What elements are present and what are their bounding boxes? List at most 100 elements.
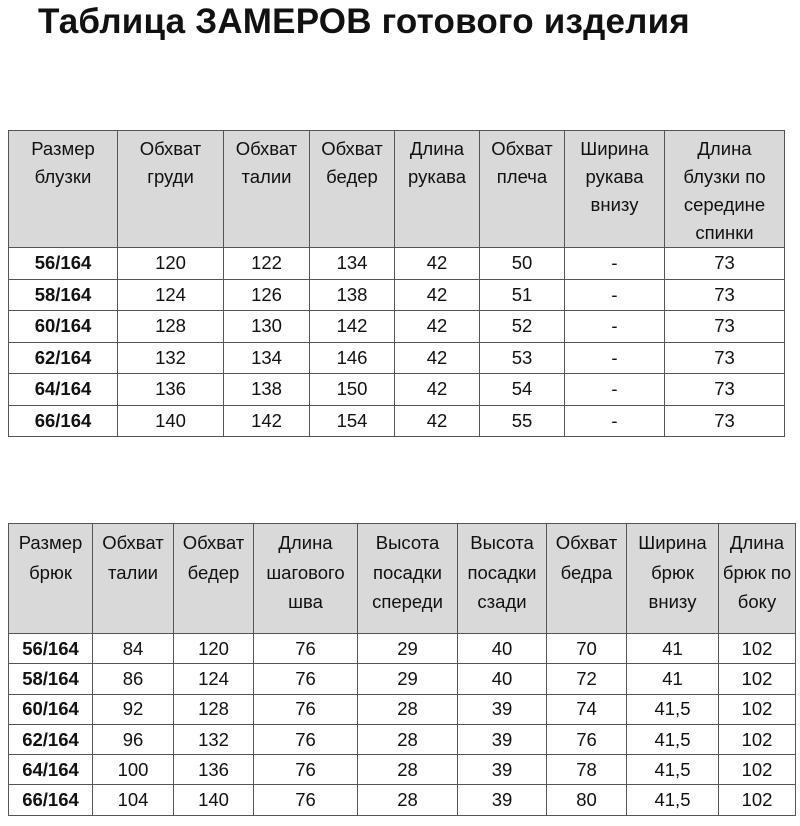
measurement-cell: 42 xyxy=(394,404,480,437)
measurement-cell: 54 xyxy=(479,373,565,406)
measurement-cell: 73 xyxy=(664,247,785,280)
size-cell: 56/164 xyxy=(8,247,118,280)
measurement-cell: 76 xyxy=(253,663,358,695)
table-row: 58/164 124 126 138 42 51-73 xyxy=(8,278,785,311)
measurement-cell: - xyxy=(564,341,665,374)
measurement-cell: 52 xyxy=(479,310,565,343)
table-row: 60/164 128 130 142 42 52-73 xyxy=(8,310,785,343)
size-cell: 64/164 xyxy=(8,373,118,406)
pants-measurements-table: Размер брюк Обхват талии Обхват бедер Длина… xyxy=(8,523,796,816)
measurement-cell: 102 xyxy=(718,693,796,725)
measurement-cell: 76 xyxy=(253,754,358,786)
column-header: Длина блузки по середине спинки xyxy=(664,130,785,248)
measurement-cell: 39 xyxy=(457,754,547,786)
measurement-cell: 128 xyxy=(173,693,254,725)
measurement-cell: 39 xyxy=(457,723,547,756)
column-header: Размер блузки xyxy=(8,130,118,248)
measurement-cell: 126 xyxy=(223,278,310,311)
table-row: 64/164 100 136 76 28 39 78 41,5 102 xyxy=(8,754,796,786)
measurement-cell: 28 xyxy=(357,693,458,725)
measurement-cell: 73 xyxy=(664,373,785,406)
table-row: 62/164 132 134 146 42 53-73 xyxy=(8,341,785,374)
column-header: Высота посадки сзади xyxy=(457,523,547,634)
measurement-cell: - xyxy=(564,278,665,311)
measurement-cell: 73 xyxy=(664,310,785,343)
measurement-cell: 55 xyxy=(479,404,565,437)
measurement-cell: 28 xyxy=(357,754,458,786)
measurement-cell: 76 xyxy=(253,784,358,816)
measurement-cell: 146 xyxy=(309,341,395,374)
table-row: 58/164 86 124 76 29 40 72 41 102 xyxy=(8,663,796,695)
measurement-cell: 41,5 xyxy=(626,693,719,725)
measurement-cell: 40 xyxy=(457,632,547,665)
table-header-row: Размер брюк Обхват талии Обхват бедер Длина… xyxy=(8,523,796,634)
measurement-cell: 41 xyxy=(626,632,719,665)
measurement-cell: 128 xyxy=(117,310,224,343)
measurement-cell: 134 xyxy=(309,247,395,280)
measurement-cell: 104 xyxy=(92,784,174,816)
measurement-cell: 124 xyxy=(173,663,254,695)
measurement-cell: - xyxy=(564,310,665,343)
measurement-cell: 41,5 xyxy=(626,723,719,756)
measurement-cell: 29 xyxy=(357,632,458,665)
column-header: Длина рукава xyxy=(394,130,480,248)
size-cell: 60/164 xyxy=(8,693,93,725)
measurement-cell: 102 xyxy=(718,663,796,695)
table-row: 62/164 96 132 76 28 39 76 41,5 102 xyxy=(8,723,796,756)
measurement-cell: 76 xyxy=(253,723,358,756)
measurement-cell: 154 xyxy=(309,404,395,437)
measurement-cell: 136 xyxy=(117,373,224,406)
measurement-cell: 96 xyxy=(92,723,174,756)
measurement-cell: 76 xyxy=(253,693,358,725)
measurement-cell: 42 xyxy=(394,373,480,406)
measurement-cell: 29 xyxy=(357,663,458,695)
measurement-cell: 53 xyxy=(479,341,565,374)
column-header: Обхват груди xyxy=(117,130,224,248)
measurement-cell: 41,5 xyxy=(626,754,719,786)
column-header: Обхват талии xyxy=(92,523,174,634)
measurement-cell: 78 xyxy=(546,754,627,786)
column-header: Высота посадки спереди xyxy=(357,523,458,634)
measurement-cell: 140 xyxy=(173,784,254,816)
column-header: Длина шагового шва xyxy=(253,523,358,634)
measurement-cell: 73 xyxy=(664,278,785,311)
size-cell: 56/164 xyxy=(8,632,93,665)
measurement-cell: 42 xyxy=(394,247,480,280)
measurement-cell: 102 xyxy=(718,754,796,786)
table-row: 60/164 92 128 76 28 39 74 41,5 102 xyxy=(8,693,796,725)
measurement-cell: 84 xyxy=(92,632,174,665)
size-cell: 62/164 xyxy=(8,341,118,374)
measurement-cell: 92 xyxy=(92,693,174,725)
column-header: Длина брюк по боку xyxy=(718,523,796,634)
measurement-cell: 50 xyxy=(479,247,565,280)
column-header: Обхват бедра xyxy=(546,523,627,634)
table-header-row: Размер блузки Обхват груди Обхват талии Обх… xyxy=(8,130,785,248)
table-row: 66/164 140 142 154 42 55-73 xyxy=(8,404,785,437)
measurement-cell: 72 xyxy=(546,663,627,695)
measurement-cell: 86 xyxy=(92,663,174,695)
blouse-measurements-table: Размер блузки Обхват груди Обхват талии Обх… xyxy=(8,130,785,437)
measurement-cell: 42 xyxy=(394,341,480,374)
measurement-cell: 140 xyxy=(117,404,224,437)
page-title: Таблица ЗАМЕРОВ готового изделия xyxy=(38,2,690,41)
measurement-cell: 122 xyxy=(223,247,310,280)
size-cell: 58/164 xyxy=(8,663,93,695)
measurement-cell: 51 xyxy=(479,278,565,311)
measurement-cell: 130 xyxy=(223,310,310,343)
measurement-cell: 70 xyxy=(546,632,627,665)
measurement-cell: 74 xyxy=(546,693,627,725)
measurement-cell: 136 xyxy=(173,754,254,786)
measurement-cell: 138 xyxy=(309,278,395,311)
measurement-cell: 76 xyxy=(546,723,627,756)
size-cell: 64/164 xyxy=(8,754,93,786)
measurement-cell: 41,5 xyxy=(626,784,719,816)
measurement-cell: 142 xyxy=(223,404,310,437)
measurement-cell: 42 xyxy=(394,278,480,311)
column-header: Обхват талии xyxy=(223,130,310,248)
table-row: 56/164 84 120 76 29 40 70 41 102 xyxy=(8,632,796,665)
measurement-cell: 42 xyxy=(394,310,480,343)
measurement-cell: 150 xyxy=(309,373,395,406)
table-row: 64/164 136 138 150 42 54-73 xyxy=(8,373,785,406)
measurement-cell: - xyxy=(564,373,665,406)
measurement-cell: 132 xyxy=(117,341,224,374)
